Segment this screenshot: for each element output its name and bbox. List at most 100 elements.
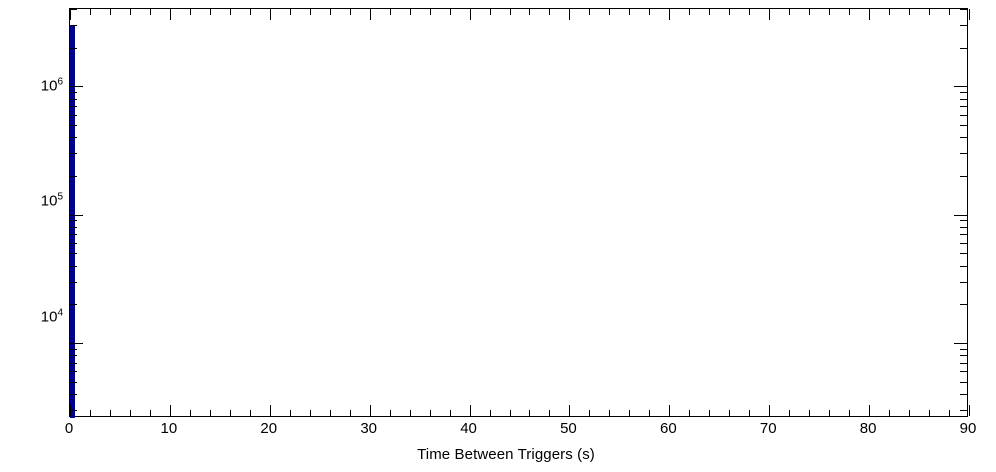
x-top-tick-54 <box>609 9 611 15</box>
x-major-tick-80 <box>869 405 871 416</box>
x-major-tick-60 <box>669 405 671 416</box>
y-right-tick-1000000 <box>954 86 967 88</box>
y-right-tick-3000000 <box>960 25 967 27</box>
y-right-tick-6000 <box>960 371 967 373</box>
x-minor-tick-14 <box>209 410 211 416</box>
x-top-tick-4 <box>109 9 111 15</box>
x-tick-label-60: 60 <box>659 420 677 437</box>
x-major-tick-30 <box>369 405 371 416</box>
y-minor-tick-6000 <box>70 371 77 373</box>
x-top-tick-0 <box>70 9 71 20</box>
x-minor-tick-34 <box>409 410 411 416</box>
y-right-tick-80000 <box>960 227 967 229</box>
x-top-tick-44 <box>509 9 511 15</box>
x-top-tick-24 <box>309 9 311 15</box>
x-top-tick-6 <box>129 9 131 15</box>
x-minor-tick-72 <box>789 410 791 416</box>
y-minor-tick-50000 <box>70 253 77 255</box>
x-top-tick-40 <box>469 9 471 20</box>
x-minor-tick-38 <box>449 410 451 416</box>
x-minor-tick-76 <box>829 410 831 416</box>
x-minor-tick-22 <box>289 410 291 416</box>
x-top-tick-76 <box>829 9 831 15</box>
x-top-tick-36 <box>429 9 431 15</box>
x-top-tick-2 <box>89 9 91 15</box>
y-minor-tick-70000 <box>70 234 77 236</box>
y-right-tick-50000 <box>960 253 967 255</box>
y-right-tick-3000 <box>960 410 967 412</box>
x-tick-label-30: 30 <box>360 420 377 437</box>
x-major-tick-20 <box>269 405 271 416</box>
x-top-tick-64 <box>709 9 711 15</box>
x-minor-tick-6 <box>129 410 131 416</box>
y-right-tick-300000 <box>960 153 967 155</box>
x-minor-tick-88 <box>949 410 951 416</box>
x-minor-tick-4 <box>109 410 111 416</box>
y-minor-tick-600000 <box>70 114 77 116</box>
y-minor-tick-700000 <box>70 106 77 108</box>
y-axis-tick-labels: 106 105 104 <box>0 0 63 472</box>
y-minor-tick-40000 <box>70 265 77 267</box>
x-minor-tick-56 <box>629 410 631 416</box>
y-right-tick-90000 <box>960 220 967 222</box>
y-right-tick-200000 <box>960 175 967 177</box>
y-tick-label-1e5: 105 <box>40 191 63 210</box>
y-right-tick-500000 <box>960 124 967 126</box>
x-minor-tick-86 <box>929 410 931 416</box>
x-major-tick-40 <box>469 405 471 416</box>
y-minor-tick-4000000 <box>70 9 77 10</box>
x-top-tick-32 <box>389 9 391 15</box>
y-right-tick-8000 <box>960 355 967 357</box>
y-minor-tick-800000 <box>70 98 77 100</box>
x-major-tick-90 <box>969 405 970 416</box>
y-minor-tick-80000 <box>70 227 77 229</box>
x-top-tick-48 <box>549 9 551 15</box>
y-right-tick-5000 <box>960 381 967 383</box>
y-right-tick-900000 <box>960 92 967 94</box>
x-minor-tick-64 <box>709 410 711 416</box>
x-tick-label-80: 80 <box>859 420 877 437</box>
x-top-tick-74 <box>809 9 811 15</box>
x-top-tick-30 <box>369 9 371 20</box>
x-minor-tick-58 <box>649 410 651 416</box>
y-right-tick-400000 <box>960 137 967 139</box>
x-top-tick-62 <box>689 9 691 15</box>
x-top-tick-56 <box>629 9 631 15</box>
x-top-tick-80 <box>869 9 871 20</box>
x-major-tick-70 <box>769 405 771 416</box>
x-top-tick-50 <box>569 9 571 20</box>
x-tick-label-10: 10 <box>160 420 178 437</box>
x-top-tick-42 <box>489 9 491 15</box>
x-minor-tick-8 <box>149 410 151 416</box>
x-top-tick-82 <box>889 9 891 15</box>
x-tick-label-40: 40 <box>460 420 477 437</box>
y-right-tick-700000 <box>960 106 967 108</box>
x-top-tick-68 <box>749 9 751 15</box>
x-minor-tick-26 <box>329 410 331 416</box>
y-right-tick-7000 <box>960 362 967 364</box>
x-top-tick-86 <box>929 9 931 15</box>
x-top-tick-52 <box>589 9 591 15</box>
x-minor-tick-62 <box>689 410 691 416</box>
x-minor-tick-68 <box>749 410 751 416</box>
x-minor-tick-52 <box>589 410 591 416</box>
x-tick-label-0: 0 <box>64 420 74 437</box>
x-axis-title: Time Between Triggers (s) <box>417 446 595 463</box>
y-minor-tick-400000 <box>70 137 77 139</box>
y-major-tick-10000 <box>70 342 83 344</box>
y-minor-tick-30000 <box>70 281 77 283</box>
x-top-tick-66 <box>729 9 731 15</box>
x-top-tick-90 <box>969 9 970 20</box>
x-tick-label-70: 70 <box>759 420 777 437</box>
y-minor-tick-3000000 <box>70 25 77 27</box>
y-tick-label-1e4: 104 <box>40 307 63 326</box>
x-minor-tick-32 <box>389 410 391 416</box>
y-minor-tick-9000 <box>70 348 77 350</box>
y-minor-tick-60000 <box>70 243 77 245</box>
y-right-tick-4000 <box>960 393 967 395</box>
x-minor-tick-54 <box>609 410 611 416</box>
y-right-tick-9000 <box>960 348 967 350</box>
y-right-tick-20000 <box>960 304 967 306</box>
x-top-tick-84 <box>909 9 911 15</box>
x-top-tick-88 <box>949 9 951 15</box>
